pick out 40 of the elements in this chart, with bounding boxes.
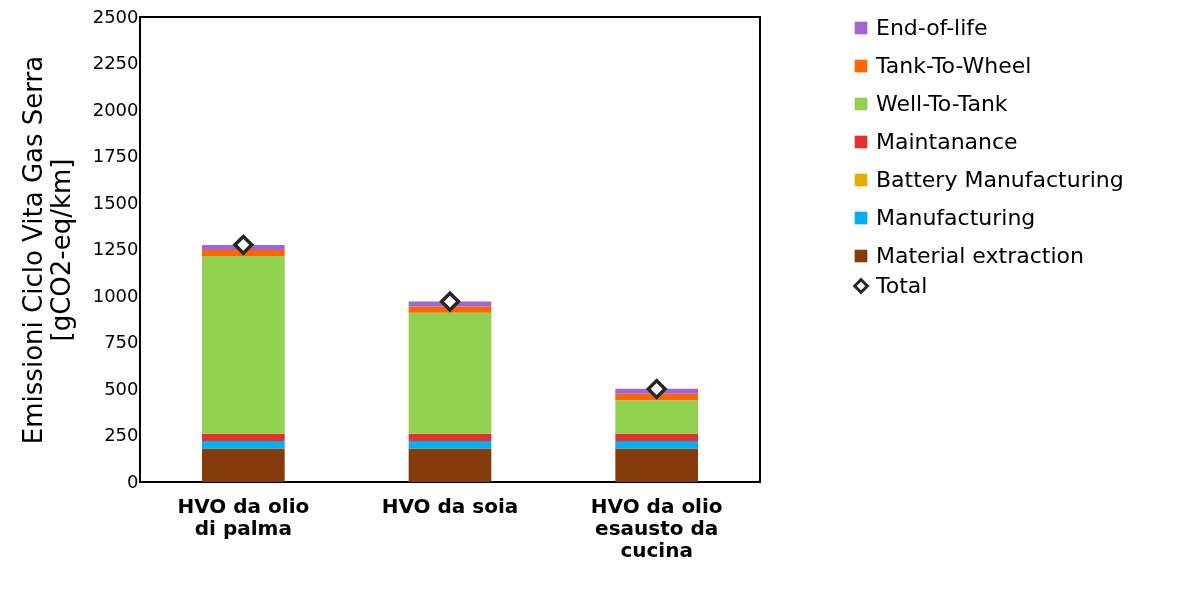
bar — [615, 441, 698, 449]
bar — [408, 306, 492, 313]
bar — [615, 400, 698, 434]
bar — [408, 448, 492, 482]
bar — [615, 448, 698, 482]
y-tick-label: 0 — [127, 470, 139, 492]
bar — [408, 312, 492, 434]
legend-label: Manufacturing — [876, 205, 1036, 230]
x-tick-label: HVO da soia — [381, 493, 519, 518]
point — [233, 234, 254, 255]
y-tick-label: 2000 — [92, 98, 139, 120]
y-tick-label: 500 — [104, 377, 139, 399]
legend-label: Maintanance — [876, 129, 1018, 154]
y-tick-label: 1250 — [92, 238, 139, 259]
bar — [408, 433, 492, 442]
x-tick-label: HVO da olio di palma — [177, 493, 310, 540]
bar — [202, 256, 285, 434]
legend-label: Tank-To-Wheel — [875, 53, 1032, 78]
x-tick-label: HVO da olio esausto da cucina — [590, 493, 723, 562]
y-tick-label: 1750 — [92, 145, 139, 166]
bar — [408, 441, 492, 449]
bar — [202, 433, 285, 442]
bar — [202, 448, 285, 482]
bar — [202, 250, 285, 257]
y-tick-label: 750 — [104, 331, 139, 352]
legend-label: Battery Manufacturing — [876, 167, 1124, 192]
legend-label: Material extraction — [876, 243, 1084, 268]
point — [439, 291, 461, 312]
legend-label: Total — [875, 273, 928, 298]
legend-label: End-of-life — [876, 15, 988, 40]
legend-label: Well-To-Tank — [876, 91, 1008, 116]
bar — [615, 433, 698, 442]
y-tick-label: 2250 — [92, 52, 139, 73]
y-tick-label: 1500 — [92, 191, 139, 213]
y-tick-label: 1000 — [92, 284, 139, 306]
bar — [202, 441, 285, 449]
y-tick-label: 250 — [104, 424, 139, 445]
y-tick-label: 2500 — [92, 5, 139, 27]
y-axis-title: Emissioni Ciclo Vita Gas Serra [gCO2-eq/km] — [17, 55, 76, 445]
point — [646, 378, 667, 400]
